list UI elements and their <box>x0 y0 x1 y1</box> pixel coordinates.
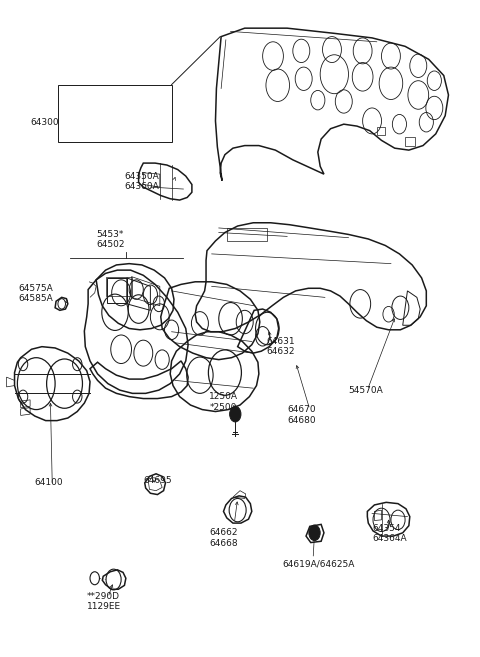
Text: 64300: 64300 <box>30 118 59 127</box>
Text: 64632: 64632 <box>266 348 294 356</box>
Text: 64619A/64625A: 64619A/64625A <box>282 560 355 568</box>
Text: 64364A: 64364A <box>372 534 407 543</box>
Text: 64354: 64354 <box>372 524 401 533</box>
Circle shape <box>309 525 320 541</box>
Text: 1250A: 1250A <box>209 392 239 401</box>
Text: 54570A: 54570A <box>348 386 383 395</box>
Text: 64631: 64631 <box>266 337 295 346</box>
Text: 64680: 64680 <box>287 415 316 424</box>
Text: 5453*: 5453* <box>96 230 123 239</box>
Text: 64100: 64100 <box>35 478 63 487</box>
Text: 64668: 64668 <box>209 539 238 548</box>
Text: 64662: 64662 <box>209 528 238 537</box>
Text: 64350A: 64350A <box>124 171 159 181</box>
Text: *2500: *2500 <box>209 403 237 411</box>
Text: 64360A: 64360A <box>124 182 159 191</box>
Text: 64670: 64670 <box>287 405 316 414</box>
Circle shape <box>229 406 241 422</box>
Text: 64502: 64502 <box>96 240 125 250</box>
Text: 1129EE: 1129EE <box>87 602 121 611</box>
Text: 64695: 64695 <box>144 476 172 486</box>
Text: 64575A: 64575A <box>18 284 53 293</box>
Text: 64585A: 64585A <box>18 294 53 303</box>
Text: **290D: **290D <box>87 592 120 601</box>
